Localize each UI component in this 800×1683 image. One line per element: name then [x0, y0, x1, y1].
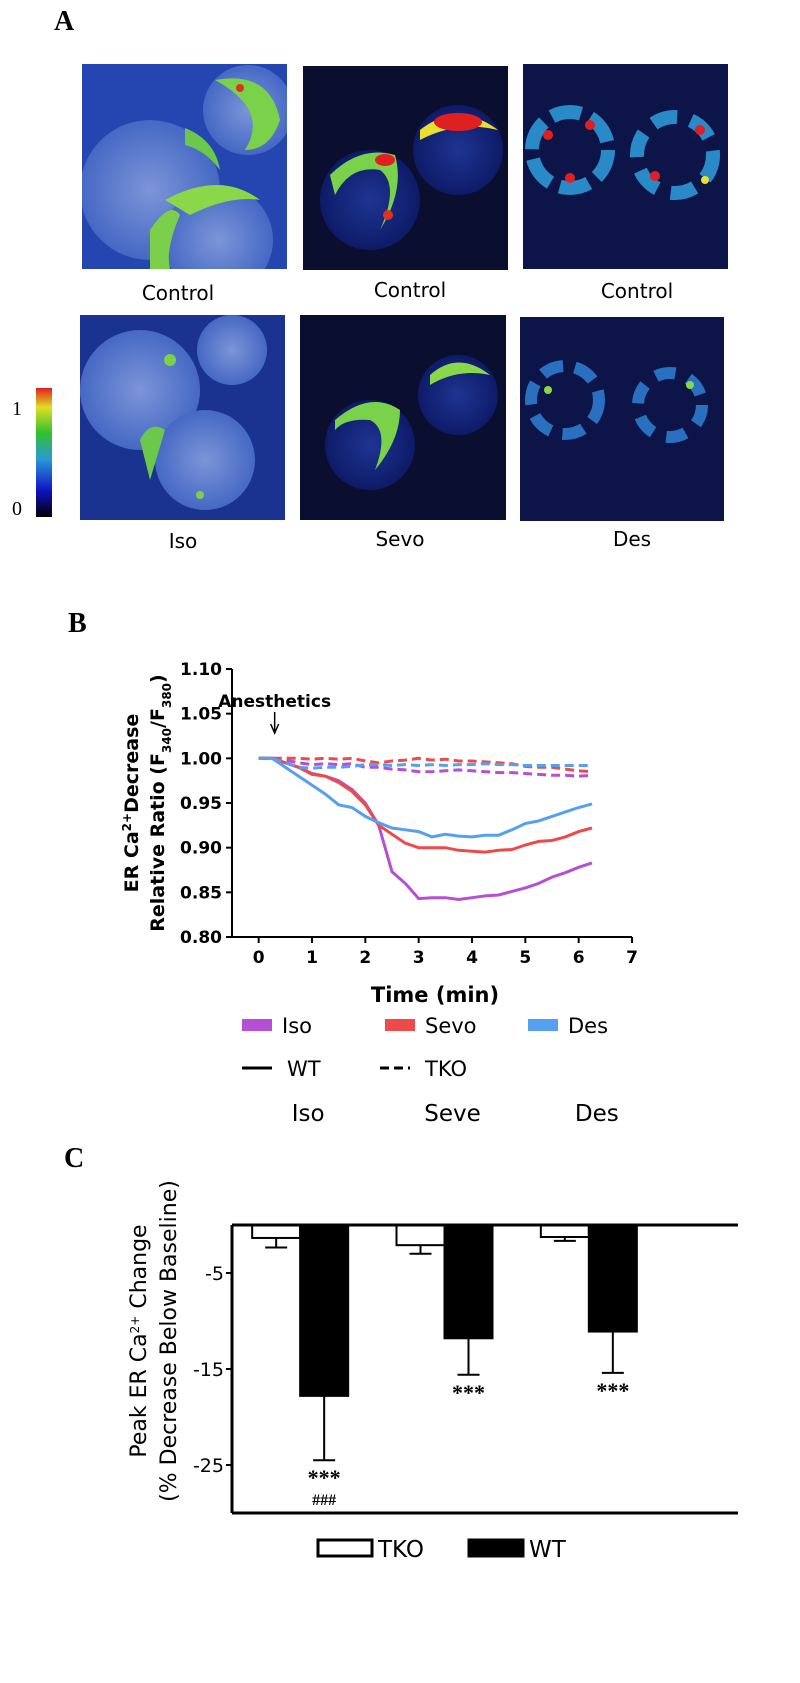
micrograph	[80, 315, 285, 520]
colorbar-label: 0	[12, 498, 22, 520]
error-bar	[601, 1331, 624, 1374]
y-tick-label: 1.10	[180, 660, 222, 680]
micrograph	[303, 66, 508, 270]
axis-title: Peak ER Ca2+ Change	[127, 1224, 152, 1457]
colorbar-label: 1	[12, 398, 22, 420]
series-line	[258, 756, 592, 770]
legend-label: Sevo	[425, 1014, 477, 1038]
axis-title-part: 2+	[120, 813, 134, 831]
category-label: Iso	[292, 1101, 325, 1127]
axis-title-part: Relative Ratio (F	[147, 753, 169, 932]
bar	[587, 1224, 638, 1333]
legend-swatch	[242, 1019, 272, 1031]
micrograph	[523, 64, 728, 269]
error-bar	[457, 1338, 480, 1376]
x-tick-label: 6	[573, 948, 585, 968]
bar	[539, 1224, 590, 1238]
axis-title-part: Peak ER Ca	[127, 1333, 152, 1457]
x-tick-label: 2	[359, 948, 371, 968]
category-label: Seve	[424, 1101, 481, 1127]
error-bar	[409, 1245, 432, 1255]
legend-label: WT	[529, 1537, 567, 1563]
axis-title-part: Decrease	[121, 714, 143, 813]
axis-title: Relative Ratio (F340/F380)	[147, 674, 174, 931]
y-tick-label: -15	[193, 1359, 224, 1381]
x-tick-label: 7	[626, 948, 638, 968]
axis-title-part: 2+	[128, 1316, 142, 1334]
significance: ###	[312, 1492, 336, 1509]
y-tick-label: -25	[193, 1455, 224, 1477]
y-tick-label: 0.95	[180, 794, 222, 814]
y-tick-label: 1.00	[180, 749, 222, 769]
y-tick-label: 1.05	[180, 705, 222, 725]
image-caption: Sevo	[375, 527, 424, 551]
x-tick-label: 3	[413, 948, 425, 968]
axis-title-part: ER Ca	[121, 831, 143, 892]
y-tick-label: -5	[205, 1263, 224, 1285]
significance: ***	[452, 1380, 485, 1405]
annotation: Anesthetics	[218, 692, 331, 712]
axis-title-part: )	[147, 674, 169, 683]
panel-label: B	[68, 608, 87, 639]
axis-title: ER Ca2+Decrease	[120, 714, 143, 893]
x-tick-label: 5	[519, 948, 531, 968]
axis-title-part: 340	[160, 728, 174, 753]
panel-label: A	[54, 6, 75, 37]
legend-swatch	[385, 1019, 415, 1031]
axis-title-part: /F	[147, 708, 169, 728]
category-label: Des	[575, 1101, 619, 1127]
significance: ***	[308, 1465, 341, 1490]
legend-label: TKO	[424, 1057, 467, 1081]
significance: ***	[596, 1378, 629, 1403]
error-bar	[313, 1395, 336, 1462]
legend-swatch	[528, 1019, 558, 1031]
x-tick-label: 0	[253, 948, 265, 968]
bar	[443, 1224, 494, 1340]
x-tick-label: 1	[306, 948, 318, 968]
bar	[299, 1224, 350, 1397]
error-bar	[553, 1237, 576, 1242]
image-caption: Control	[601, 279, 673, 303]
series-line	[258, 756, 593, 778]
axis-title-part: (% Decrease Below Baseline)	[157, 1180, 182, 1502]
legend-label: Des	[568, 1014, 608, 1038]
micrograph	[300, 315, 506, 520]
micrograph	[520, 317, 724, 521]
bar	[251, 1224, 302, 1239]
legend-swatch	[467, 1538, 525, 1558]
y-tick-label: 0.80	[180, 928, 222, 948]
legend-label: TKO	[377, 1537, 424, 1563]
series-line	[258, 756, 593, 854]
x-axis-title: Time (min)	[371, 983, 499, 1007]
panel-label: C	[64, 1143, 84, 1174]
x-tick-label: 4	[466, 948, 478, 968]
axis-title: (% Decrease Below Baseline)	[157, 1180, 182, 1502]
image-caption: Control	[142, 281, 214, 305]
micrograph	[82, 64, 287, 269]
bar	[395, 1224, 446, 1247]
legend-label: Iso	[282, 1014, 312, 1038]
axis-title-part: 380	[160, 683, 174, 708]
annotation-arrow	[269, 712, 280, 735]
axis-title-part: Change	[127, 1224, 152, 1315]
y-tick-label: 0.85	[180, 883, 222, 903]
error-bar	[265, 1237, 288, 1249]
image-caption: Control	[374, 278, 446, 302]
image-caption: Des	[613, 527, 651, 551]
series-line	[258, 756, 593, 902]
legend-label: WT	[287, 1057, 321, 1081]
legend-swatch	[316, 1538, 374, 1558]
colorbar	[36, 388, 52, 517]
y-tick-label: 0.90	[180, 839, 222, 859]
series-line	[258, 756, 593, 839]
image-caption: Iso	[169, 529, 198, 553]
